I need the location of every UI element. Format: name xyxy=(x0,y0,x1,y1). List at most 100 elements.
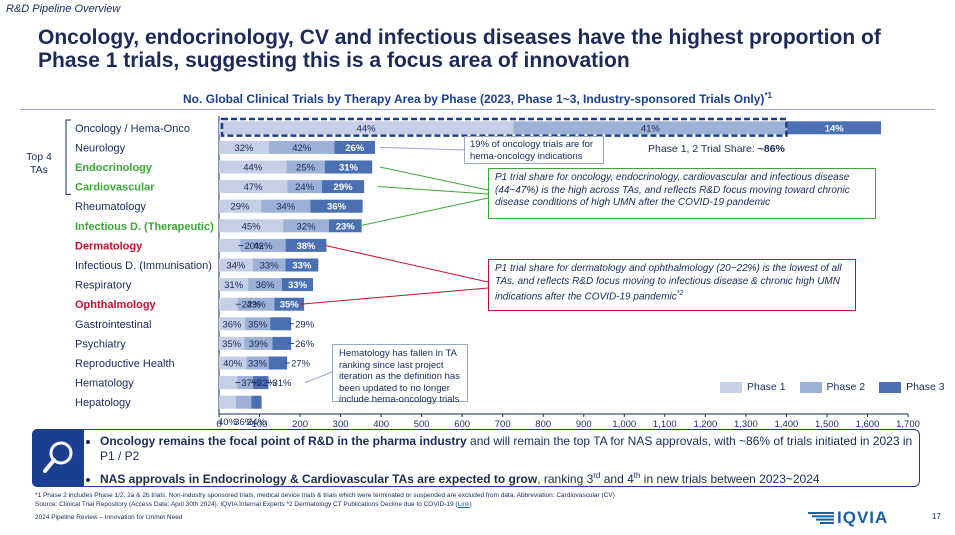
footnote-1: *1 Phase 2 includes Phase 1/2, 2a & 2b t… xyxy=(35,492,615,499)
data-label: 29% xyxy=(334,182,354,193)
stacked-bar-chart: 0 100 200 300 400 500 600 700 800 900 1,000 1,100 1,… xyxy=(65,116,920,430)
data-label: 31% xyxy=(339,163,359,174)
x-tick-label: 1,000 xyxy=(612,419,636,430)
category-label: Neurology xyxy=(75,142,126,154)
data-label: 33% xyxy=(292,261,312,272)
data-label: 35% xyxy=(248,319,268,330)
bar-segment-phase1 xyxy=(219,258,253,272)
chart-legend: Phase 1 Phase 2 Phase 3 xyxy=(720,381,953,393)
top4-bracket xyxy=(65,119,71,195)
data-label: 32% xyxy=(297,221,317,232)
legend-phase1: Phase 1 xyxy=(720,381,786,393)
magnifier-icon xyxy=(32,429,84,487)
share-note-prefix: Phase 1, 2 Trial Share: xyxy=(648,143,758,155)
bar-segment-phase2 xyxy=(283,219,329,233)
x-tick-label: 200 xyxy=(292,419,308,430)
bar-segment-phase1 xyxy=(219,140,269,154)
green-connector xyxy=(359,197,489,227)
data-label: 34% xyxy=(226,261,246,272)
bar-segment-phase2 xyxy=(287,180,323,194)
green-connector xyxy=(377,186,489,195)
data-label: 24% xyxy=(247,417,267,428)
x-tick-label: 900 xyxy=(576,419,592,430)
data-label: 42% xyxy=(254,241,274,252)
x-tick-label: 700 xyxy=(495,419,511,430)
takeaway-1: Oncology remains the focal point of R&D … xyxy=(100,434,916,463)
bar-segment-phase1 xyxy=(219,317,245,331)
legend-phase3: Phase 3 xyxy=(879,381,945,393)
page-headline: Oncology, endocrinology, CV and infectio… xyxy=(38,26,881,72)
oncology-callout: 19% of oncology trials are for hema-onco… xyxy=(464,136,604,164)
data-label: 34% xyxy=(276,202,296,213)
bar-segment-phase2 xyxy=(244,317,271,331)
low-p1-callout-text: P1 trial share for dermatology and ophth… xyxy=(495,263,842,303)
bar-segment-phase1 xyxy=(219,336,245,350)
category-label: Infectious D. (Immunisation) xyxy=(75,260,212,272)
bar-segment-phase1 xyxy=(219,238,241,252)
category-label: Oncology / Hema-Onco xyxy=(75,123,190,135)
data-label: 36% xyxy=(234,417,254,428)
category-label: Rheumatology xyxy=(75,201,146,213)
x-tick-label: 1,200 xyxy=(693,419,717,430)
category-label: Hepatology xyxy=(75,397,131,409)
bar-segment-phase2 xyxy=(246,356,269,370)
data-label: 26% xyxy=(345,143,365,154)
hematology-callout: Hematology has fallen in TA ranking sinc… xyxy=(332,344,468,405)
top4-label: Top 4 TAs xyxy=(26,151,52,176)
data-label: 20% xyxy=(244,241,264,252)
legend-phase2: Phase 2 xyxy=(799,381,865,393)
red-connector xyxy=(299,287,489,305)
bar-segment-phase3 xyxy=(328,219,362,233)
logo-stripes-icon xyxy=(808,509,834,529)
bar-segment-phase1 xyxy=(219,376,238,390)
bar-segment-phase2 xyxy=(237,376,254,390)
red-connector xyxy=(324,244,489,283)
bar-segment-phase3 xyxy=(270,317,292,331)
iqvia-logo: IQVIA xyxy=(808,508,888,529)
bar-segment-phase1 xyxy=(219,199,262,213)
data-label: 35% xyxy=(280,300,300,311)
data-label: 31% xyxy=(224,280,244,291)
bar-segment-phase3 xyxy=(281,278,314,292)
bar-segment-phase2 xyxy=(268,140,335,154)
magnifier-icon-svg xyxy=(43,441,73,473)
x-tick-label: 300 xyxy=(333,419,349,430)
legend-phase1-label: Phase 1 xyxy=(747,381,786,393)
data-label: 41% xyxy=(641,123,661,134)
bar-segment-phase3 xyxy=(272,336,292,350)
takeaway-2-bold: NAS approvals in Endocrinology & Cardiov… xyxy=(100,472,538,486)
x-tick-label: 500 xyxy=(414,419,430,430)
data-label: 33% xyxy=(260,261,280,272)
bar-segment-phase3 xyxy=(324,160,373,174)
takeaway-2-text-a: , ranking 3 xyxy=(537,472,594,486)
hematology-connector xyxy=(304,371,333,384)
data-label: 24% xyxy=(295,182,315,193)
x-tick-label: 1,400 xyxy=(775,419,799,430)
bar-segment-phase3 xyxy=(268,356,288,370)
bar-segment-phase2 xyxy=(513,121,788,135)
data-label: 36% xyxy=(222,319,242,330)
category-label: Hematology xyxy=(75,378,134,390)
bar-segment-phase2 xyxy=(237,297,275,311)
bar-segment-phase3 xyxy=(322,180,365,194)
data-label: 23% xyxy=(336,221,356,232)
bar-segment-phase3 xyxy=(285,258,319,272)
category-label: Reproductive Health xyxy=(75,358,175,370)
data-label: 32% xyxy=(234,143,254,154)
bar-segment-phase2 xyxy=(261,199,311,213)
x-tick-label: 100 xyxy=(252,419,268,430)
page-number: 17 xyxy=(932,512,941,521)
bar-segment-phase1 xyxy=(219,121,514,135)
category-label: Cardiovascular xyxy=(75,182,155,194)
x-tick-label: 1,100 xyxy=(653,419,677,430)
share-note-value: ~86% xyxy=(757,143,785,155)
bar-segment-phase1 xyxy=(219,395,237,409)
data-label: 38% xyxy=(296,241,316,252)
data-label: 29% xyxy=(231,202,251,213)
legend-phase3-swatch xyxy=(879,381,902,393)
source-link[interactable]: Link xyxy=(457,501,470,508)
high-p1-callout: P1 trial share for oncology, endocrinolo… xyxy=(488,168,876,219)
bar-segment-phase2 xyxy=(240,238,286,252)
bar-segment-phase1 xyxy=(219,180,288,194)
category-label: Infectious D. (Therapeutic) xyxy=(75,221,214,233)
